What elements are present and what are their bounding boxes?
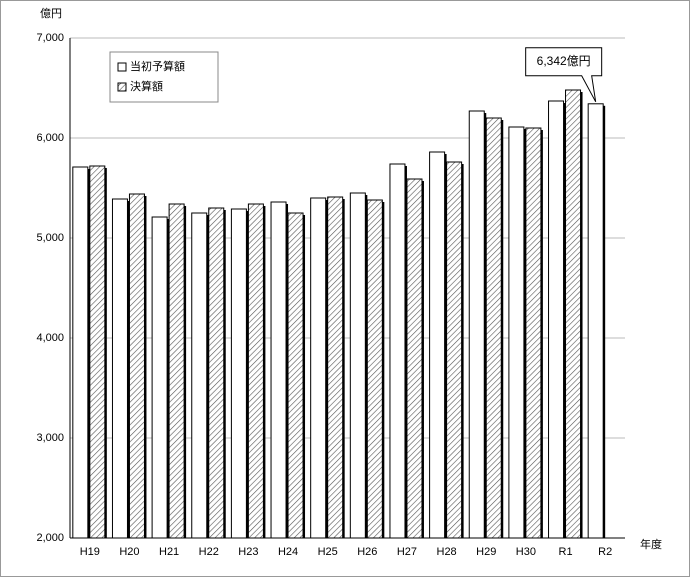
legend-box	[109, 51, 219, 103]
x-tick-label: H29	[476, 546, 496, 558]
y-tick-label: 6,000	[36, 132, 64, 144]
bar	[548, 100, 565, 539]
legend-label: 決算額	[130, 79, 163, 93]
x-tick-label: H28	[437, 546, 457, 558]
x-tick-label: R1	[559, 546, 573, 558]
y-tick-label: 7,000	[36, 32, 64, 44]
x-tick-label: H22	[199, 546, 219, 558]
bar	[89, 165, 106, 539]
bar	[230, 208, 247, 539]
x-tick-label: H30	[516, 546, 536, 558]
x-tick-label: H19	[80, 546, 100, 558]
x-tick-label: H27	[397, 546, 417, 558]
bar	[287, 212, 304, 539]
bar	[247, 203, 264, 539]
bar	[446, 161, 463, 539]
y-tick-label: 3,000	[36, 432, 64, 444]
bar	[525, 127, 542, 539]
x-tick-label: H24	[278, 546, 298, 558]
x-axis-label: 年度	[640, 537, 662, 551]
bar	[310, 197, 327, 539]
bar	[349, 192, 366, 539]
legend-swatch	[117, 62, 127, 72]
x-tick-label: H20	[119, 546, 139, 558]
bar	[270, 201, 287, 539]
bar	[327, 196, 344, 539]
bar	[151, 216, 168, 539]
value-label: 6,342億円	[537, 54, 591, 68]
y-tick-label: 4,000	[36, 332, 64, 344]
bar	[508, 126, 525, 539]
bar	[208, 207, 225, 539]
y-tick-label: 2,000	[36, 532, 64, 544]
x-tick-label: H21	[159, 546, 179, 558]
x-tick-label: H25	[318, 546, 338, 558]
bar	[389, 163, 406, 539]
bar	[191, 212, 208, 539]
bar	[429, 151, 446, 539]
bar	[168, 203, 185, 539]
callout	[525, 47, 603, 103]
bar	[468, 110, 485, 539]
bar	[406, 178, 423, 539]
x-tick-label: R2	[598, 546, 612, 558]
bar	[485, 117, 502, 539]
bar	[111, 198, 128, 539]
legend-swatch	[117, 82, 127, 92]
x-tick-label: H26	[357, 546, 377, 558]
bar	[565, 89, 582, 539]
bar	[128, 193, 145, 539]
bar	[366, 199, 383, 539]
x-tick-label: H23	[238, 546, 258, 558]
bar	[587, 103, 604, 539]
y-unit-label: 億円	[40, 7, 62, 20]
y-tick-label: 5,000	[36, 232, 64, 244]
legend-label: 当初予算額	[130, 59, 185, 73]
bar	[72, 166, 89, 539]
